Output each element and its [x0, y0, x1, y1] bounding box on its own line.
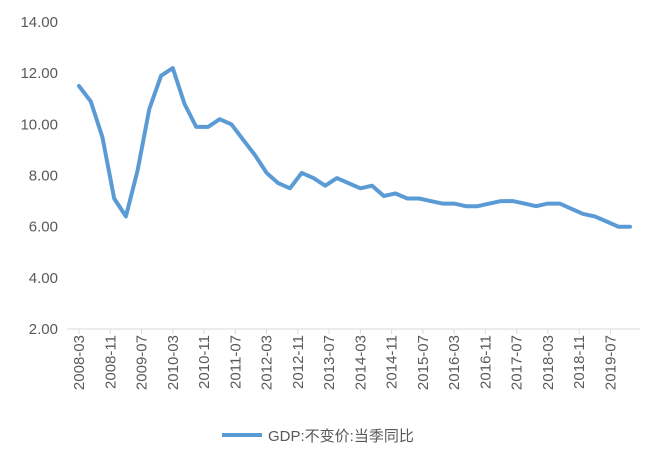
- x-tick-label: 2014-03: [352, 335, 369, 390]
- x-tick-label: 2016-11: [477, 335, 494, 389]
- x-tick-label: 2011-07: [227, 335, 244, 389]
- x-tick-label: 2016-03: [446, 335, 463, 390]
- x-tick-label: 2009-07: [134, 335, 151, 390]
- y-tick-label: 8.00: [29, 168, 58, 185]
- y-tick-label: 4.00: [29, 270, 58, 287]
- legend-label: GDP:不变价:当季同比: [268, 428, 414, 445]
- legend: GDP:不变价:当季同比: [222, 428, 414, 445]
- x-tick-label: 2010-11: [196, 335, 213, 389]
- series-layer: [77, 66, 632, 229]
- x-tick-label: 2012-11: [290, 335, 307, 389]
- x-tick-label: 2013-07: [321, 335, 338, 390]
- y-tick-label: 2.00: [29, 321, 58, 338]
- x-tick-label: 2014-11: [384, 335, 401, 389]
- x-tick-label: 2015-07: [415, 335, 432, 390]
- x-tick-label: 2008-03: [71, 335, 88, 390]
- x-axis: 2008-03 2008-11 2009-07 2010-03 2010-11 2011-…: [67, 328, 640, 390]
- x-tick-label: 2010-03: [165, 335, 182, 390]
- x-tick-label: 2019-07: [602, 335, 619, 390]
- y-axis: 2.00 4.00 6.00 8.00 10.00 12.00 14.00: [20, 14, 58, 338]
- x-tick-label: 2018-11: [571, 335, 588, 389]
- y-tick-label: 10.00: [20, 116, 58, 133]
- x-tick-label: 2018-03: [540, 335, 557, 390]
- series-line-gdp: [77, 66, 632, 229]
- x-tick-label: 2008-11: [102, 335, 119, 389]
- x-tick-label: 2012-03: [259, 335, 276, 390]
- y-tick-label: 14.00: [20, 14, 58, 31]
- y-tick-label: 6.00: [29, 219, 58, 236]
- x-tick-label: 2017-07: [509, 335, 526, 390]
- y-tick-label: 12.00: [20, 65, 58, 82]
